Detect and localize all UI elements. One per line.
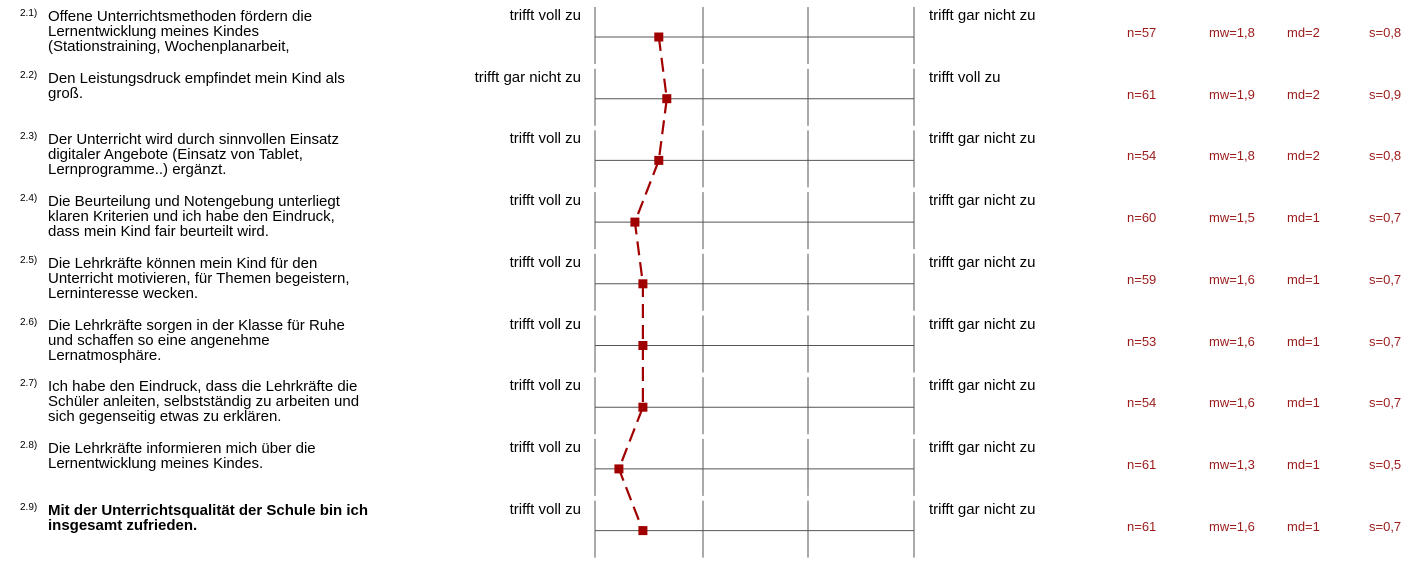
stat-stddev: s=0,8 — [1369, 25, 1402, 40]
stat-median: md=1 — [1287, 395, 1320, 411]
stat-n: n=54 — [1127, 148, 1157, 164]
stat-mean: mw=1,6 — [1209, 333, 1255, 349]
question-number: 2.3) — [20, 131, 38, 143]
scale-left-label: trifft voll zu — [509, 315, 581, 333]
question-row: 2.6) Die Lehrkräfte sorgen in der Klasse … — [0, 313, 1410, 377]
question-row: 2.7) Ich habe den Eindruck, dass die Lehr… — [0, 374, 1410, 438]
stat-mean: mw=1,9 — [1209, 86, 1255, 102]
stat-stddev: s=0,5 — [1369, 456, 1402, 472]
stat-n: n=60 — [1127, 210, 1157, 226]
question-row: 2.5) Die Lehrkräfte können mein Kind für … — [0, 251, 1410, 315]
question-number: 2.6) — [20, 316, 38, 328]
question-row: 2.4) Die Beurteilung und Notengebung unte… — [0, 189, 1410, 253]
stat-stddev: s=0,7 — [1369, 333, 1402, 349]
stat-median: md=2 — [1287, 148, 1320, 164]
question-number: 2.1) — [20, 8, 38, 19]
scale-right-label: trifft gar nicht zu — [929, 377, 1036, 395]
stat-stddev: s=0,7 — [1369, 271, 1402, 287]
question-number: 2.5) — [20, 254, 38, 266]
scale-right-label: trifft gar nicht zu — [929, 7, 1036, 24]
scale-left-label: trifft voll zu — [509, 500, 581, 518]
stat-median: md=1 — [1287, 518, 1320, 534]
question-text: Die Lehrkräfte können mein Kind für den … — [48, 254, 350, 302]
stat-stddev: s=0,7 — [1369, 518, 1402, 534]
question-row: 2.9) Mit der Unterrichtsqualität der Schu… — [0, 498, 1410, 562]
scale-left-label: trifft voll zu — [509, 438, 581, 456]
stat-stddev: s=0,7 — [1369, 210, 1402, 226]
question-number: 2.4) — [20, 193, 38, 205]
stat-median: md=1 — [1287, 271, 1320, 287]
question-text: Der Unterricht wird durch sinnvollen Ein… — [48, 131, 339, 179]
scale-right-label: trifft gar nicht zu — [929, 253, 1036, 271]
scale-right-label: trifft gar nicht zu — [929, 192, 1036, 210]
stat-stddev: s=0,9 — [1369, 86, 1402, 102]
stat-n: n=57 — [1127, 25, 1157, 40]
stat-n: n=61 — [1127, 86, 1157, 102]
stat-median: md=2 — [1287, 86, 1320, 102]
question-row: 2.1) Offene Unterrichtsmethoden fördern d… — [0, 4, 1410, 68]
scale-right-label: trifft gar nicht zu — [929, 438, 1036, 456]
stat-mean: mw=1,3 — [1209, 456, 1255, 472]
question-text: Die Lehrkräfte sorgen in der Klasse für … — [48, 316, 345, 364]
scale-right-label: trifft gar nicht zu — [929, 130, 1036, 148]
stat-mean: mw=1,8 — [1209, 148, 1255, 164]
stat-stddev: s=0,8 — [1369, 148, 1402, 164]
question-number: 2.8) — [20, 439, 38, 451]
stat-median: md=1 — [1287, 210, 1320, 226]
scale-right-label: trifft voll zu — [929, 68, 1001, 86]
stat-n: n=53 — [1127, 333, 1157, 349]
stat-mean: mw=1,5 — [1209, 210, 1255, 226]
question-row: 2.8) Die Lehrkräfte informieren mich über… — [0, 436, 1410, 500]
scale-left-label: trifft voll zu — [509, 253, 581, 271]
stat-n: n=61 — [1127, 518, 1157, 534]
question-text: Mit der Unterrichtsqualität der Schule b… — [48, 501, 369, 534]
stat-n: n=59 — [1127, 271, 1157, 287]
scale-left-label: trifft voll zu — [509, 130, 581, 148]
stat-mean: mw=1,6 — [1209, 271, 1255, 287]
stat-n: n=54 — [1127, 395, 1157, 411]
stat-median: md=1 — [1287, 333, 1320, 349]
stat-mean: mw=1,6 — [1209, 518, 1255, 534]
stat-stddev: s=0,7 — [1369, 395, 1402, 411]
scale-left-label: trifft gar nicht zu — [474, 68, 581, 86]
stat-mean: mw=1,6 — [1209, 395, 1255, 411]
stat-mean: mw=1,8 — [1209, 25, 1255, 40]
question-text: Die Beurteilung und Notengebung unterlie… — [48, 193, 340, 241]
question-row: 2.3) Der Unterricht wird durch sinnvollen… — [0, 127, 1410, 191]
scale-left-label: trifft voll zu — [509, 377, 581, 395]
scale-right-label: trifft gar nicht zu — [929, 315, 1036, 333]
stat-median: md=1 — [1287, 456, 1320, 472]
stat-median: md=2 — [1287, 25, 1320, 40]
question-row: 2.2) Den Leistungsdruck empfindet mein Ki… — [0, 66, 1410, 130]
question-number: 2.7) — [20, 378, 38, 390]
question-number: 2.9) — [20, 501, 38, 513]
scale-right-label: trifft gar nicht zu — [929, 500, 1036, 518]
question-number: 2.2) — [20, 69, 38, 81]
question-text: Den Leistungsdruck empfindet mein Kind a… — [48, 69, 345, 102]
scale-left-label: trifft voll zu — [509, 7, 581, 24]
question-text: Offene Unterrichtsmethoden fördern die L… — [48, 8, 313, 55]
scale-left-label: trifft voll zu — [509, 192, 581, 210]
question-text: Ich habe den Eindruck, dass die Lehrkräf… — [48, 378, 360, 426]
stat-n: n=61 — [1127, 456, 1157, 472]
question-text: Die Lehrkräfte informieren mich über die… — [48, 439, 316, 472]
